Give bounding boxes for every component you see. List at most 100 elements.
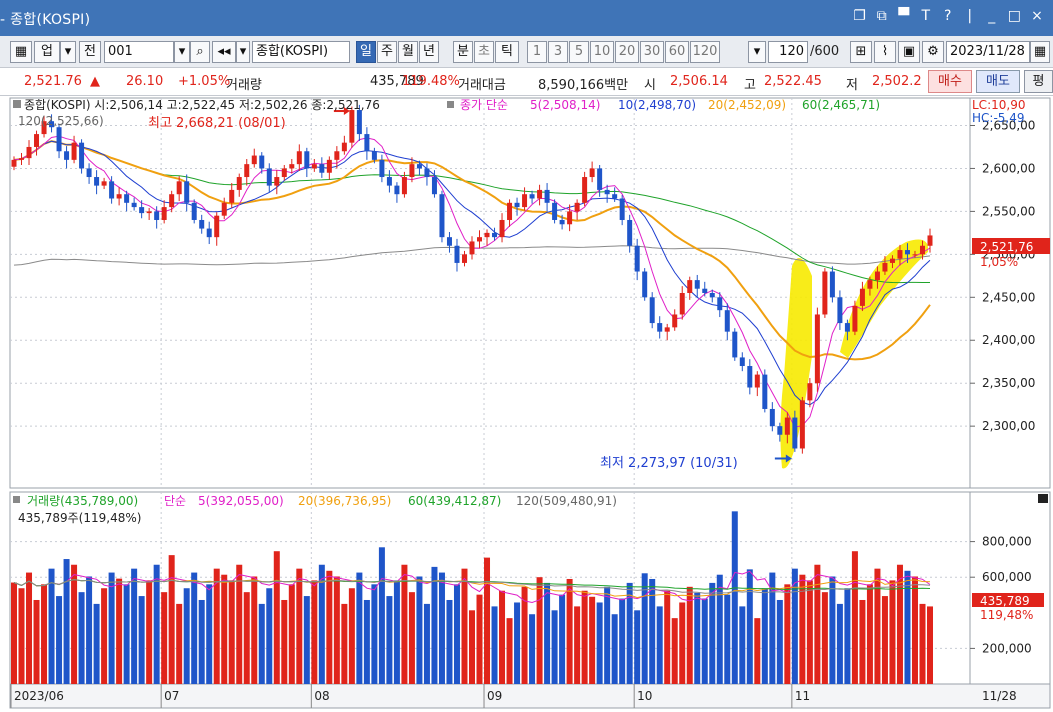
date-tick-label: 11 bbox=[795, 689, 810, 703]
interval-30-button[interactable]: 30 bbox=[640, 41, 664, 63]
candle-body bbox=[852, 305, 858, 332]
volume-bar bbox=[716, 574, 723, 684]
interval-60-button[interactable]: 60 bbox=[665, 41, 689, 63]
volume-bar bbox=[469, 610, 475, 684]
separator-icon: | bbox=[967, 8, 973, 24]
save-icon[interactable]: ▣ bbox=[898, 41, 920, 63]
candle-body bbox=[874, 271, 880, 281]
period-year-button[interactable]: 년 bbox=[419, 41, 439, 63]
sound-icon[interactable]: ◂◂ bbox=[212, 41, 236, 63]
volume-bar bbox=[63, 559, 70, 684]
period-month-button[interactable]: 월 bbox=[398, 41, 418, 63]
candle-body bbox=[379, 159, 385, 178]
count-input[interactable]: 120 bbox=[768, 41, 808, 63]
interval-20-button[interactable]: 20 bbox=[615, 41, 639, 63]
volume-bar bbox=[18, 588, 25, 684]
candle-body bbox=[499, 219, 505, 238]
candle-body bbox=[694, 280, 700, 289]
sell-button[interactable]: 매도 bbox=[976, 70, 1020, 93]
volume-bar bbox=[821, 592, 828, 684]
volume-bar bbox=[799, 574, 806, 684]
expand-panel-icon[interactable] bbox=[1038, 494, 1048, 503]
pin-icon[interactable]: ▀ bbox=[898, 8, 910, 24]
period-tick-button[interactable]: 틱 bbox=[495, 41, 519, 63]
volume-bars bbox=[11, 511, 933, 684]
crosshair-icon[interactable]: ⊞ bbox=[850, 41, 872, 63]
calendar-icon[interactable]: ▦ bbox=[1030, 41, 1050, 63]
volume-bar bbox=[776, 599, 783, 684]
volume-bar bbox=[213, 568, 220, 684]
volume-bar bbox=[694, 592, 701, 684]
text-icon[interactable]: T bbox=[921, 8, 931, 24]
candle-body bbox=[514, 202, 520, 208]
trend-tool-icon[interactable]: ⌇ bbox=[874, 41, 896, 63]
candle-body bbox=[191, 202, 197, 220]
candle-body bbox=[762, 374, 768, 409]
interval-3-button[interactable]: 3 bbox=[548, 41, 568, 63]
interval-1-button[interactable]: 1 bbox=[527, 41, 547, 63]
market-dropdown-icon[interactable]: ▾ bbox=[60, 41, 76, 63]
volume-bar bbox=[484, 557, 491, 684]
volume-value: 435,789 bbox=[370, 74, 424, 89]
volume-menu-icon[interactable] bbox=[13, 496, 20, 503]
vol-ma20-label: 20(396,736,95) bbox=[298, 494, 391, 508]
code-input[interactable]: 001 bbox=[104, 41, 174, 63]
volume-bar bbox=[506, 618, 513, 684]
date-input[interactable]: 2023/11/28 bbox=[946, 41, 1030, 63]
candle-body bbox=[401, 177, 407, 195]
volume-bar bbox=[266, 588, 273, 684]
close-icon[interactable]: × bbox=[1031, 8, 1043, 24]
interval-120-button[interactable]: 120 bbox=[690, 41, 720, 63]
maximize-icon[interactable]: □ bbox=[1007, 8, 1021, 24]
candle-body bbox=[867, 280, 873, 289]
stock-name-field[interactable]: 종합(KOSPI) bbox=[252, 41, 350, 63]
candle-body bbox=[64, 151, 70, 160]
period-week-button[interactable]: 주 bbox=[377, 41, 397, 63]
candle-body bbox=[529, 194, 535, 199]
interval-dropdown-icon[interactable]: ▾ bbox=[748, 41, 766, 63]
sound-dropdown-icon[interactable]: ▾ bbox=[236, 41, 250, 63]
candle-body bbox=[26, 146, 32, 159]
panel-menu-icon[interactable] bbox=[13, 100, 21, 108]
volume-bar bbox=[911, 576, 918, 684]
volume-bar bbox=[791, 568, 798, 684]
volume-bar bbox=[71, 564, 78, 684]
market-select[interactable]: 업 bbox=[34, 41, 60, 63]
ma60-label: 60(2,465,71) bbox=[802, 98, 880, 112]
copy-window-icon[interactable]: ⧉ bbox=[876, 8, 887, 24]
gear-icon[interactable]: ⚙ bbox=[922, 41, 944, 63]
candle-body bbox=[777, 426, 783, 435]
period-day-button[interactable]: 일 bbox=[356, 41, 376, 63]
volume-tick-label: 600,000 bbox=[982, 570, 1032, 584]
price-volume-chart[interactable]: 2,650,002,600,002,550,002,500,002,450,00… bbox=[0, 96, 1053, 712]
last-pct-label: 1,05% bbox=[980, 255, 1018, 269]
volume-bar bbox=[296, 568, 303, 684]
vol-ma5-line bbox=[13, 570, 931, 604]
candle-body bbox=[311, 164, 317, 169]
period-minute-button[interactable]: 분 bbox=[453, 41, 473, 63]
volume-bar bbox=[476, 594, 483, 684]
candle-body bbox=[484, 232, 490, 238]
vol-ma60-label: 60(439,412,87) bbox=[408, 494, 501, 508]
layout-icon[interactable]: ❐ bbox=[853, 8, 866, 24]
menu-grid-icon[interactable]: ▦ bbox=[10, 41, 32, 63]
period-second-button[interactable]: 초 bbox=[474, 41, 494, 63]
search-icon[interactable]: ⌕ bbox=[190, 41, 210, 63]
minimize-icon[interactable]: _ bbox=[988, 8, 996, 24]
ma-menu-icon[interactable] bbox=[447, 101, 454, 108]
interval-5-button[interactable]: 5 bbox=[569, 41, 589, 63]
ma60-line bbox=[13, 140, 930, 284]
candle-body bbox=[552, 202, 558, 220]
ma120-label: 120(2,525,66) bbox=[18, 114, 104, 128]
buy-button[interactable]: 매수 bbox=[928, 70, 972, 93]
interval-10-button[interactable]: 10 bbox=[590, 41, 614, 63]
help-icon[interactable]: ? bbox=[944, 8, 952, 24]
candle-body bbox=[522, 194, 528, 208]
prev-button[interactable]: 전 bbox=[79, 41, 101, 63]
eval-button[interactable]: 평 bbox=[1024, 70, 1053, 93]
candle-body bbox=[229, 189, 235, 203]
candle-body bbox=[559, 219, 565, 225]
code-dropdown-icon[interactable]: ▾ bbox=[174, 41, 190, 63]
volume-bar bbox=[116, 578, 123, 684]
volume-bar bbox=[649, 578, 656, 684]
